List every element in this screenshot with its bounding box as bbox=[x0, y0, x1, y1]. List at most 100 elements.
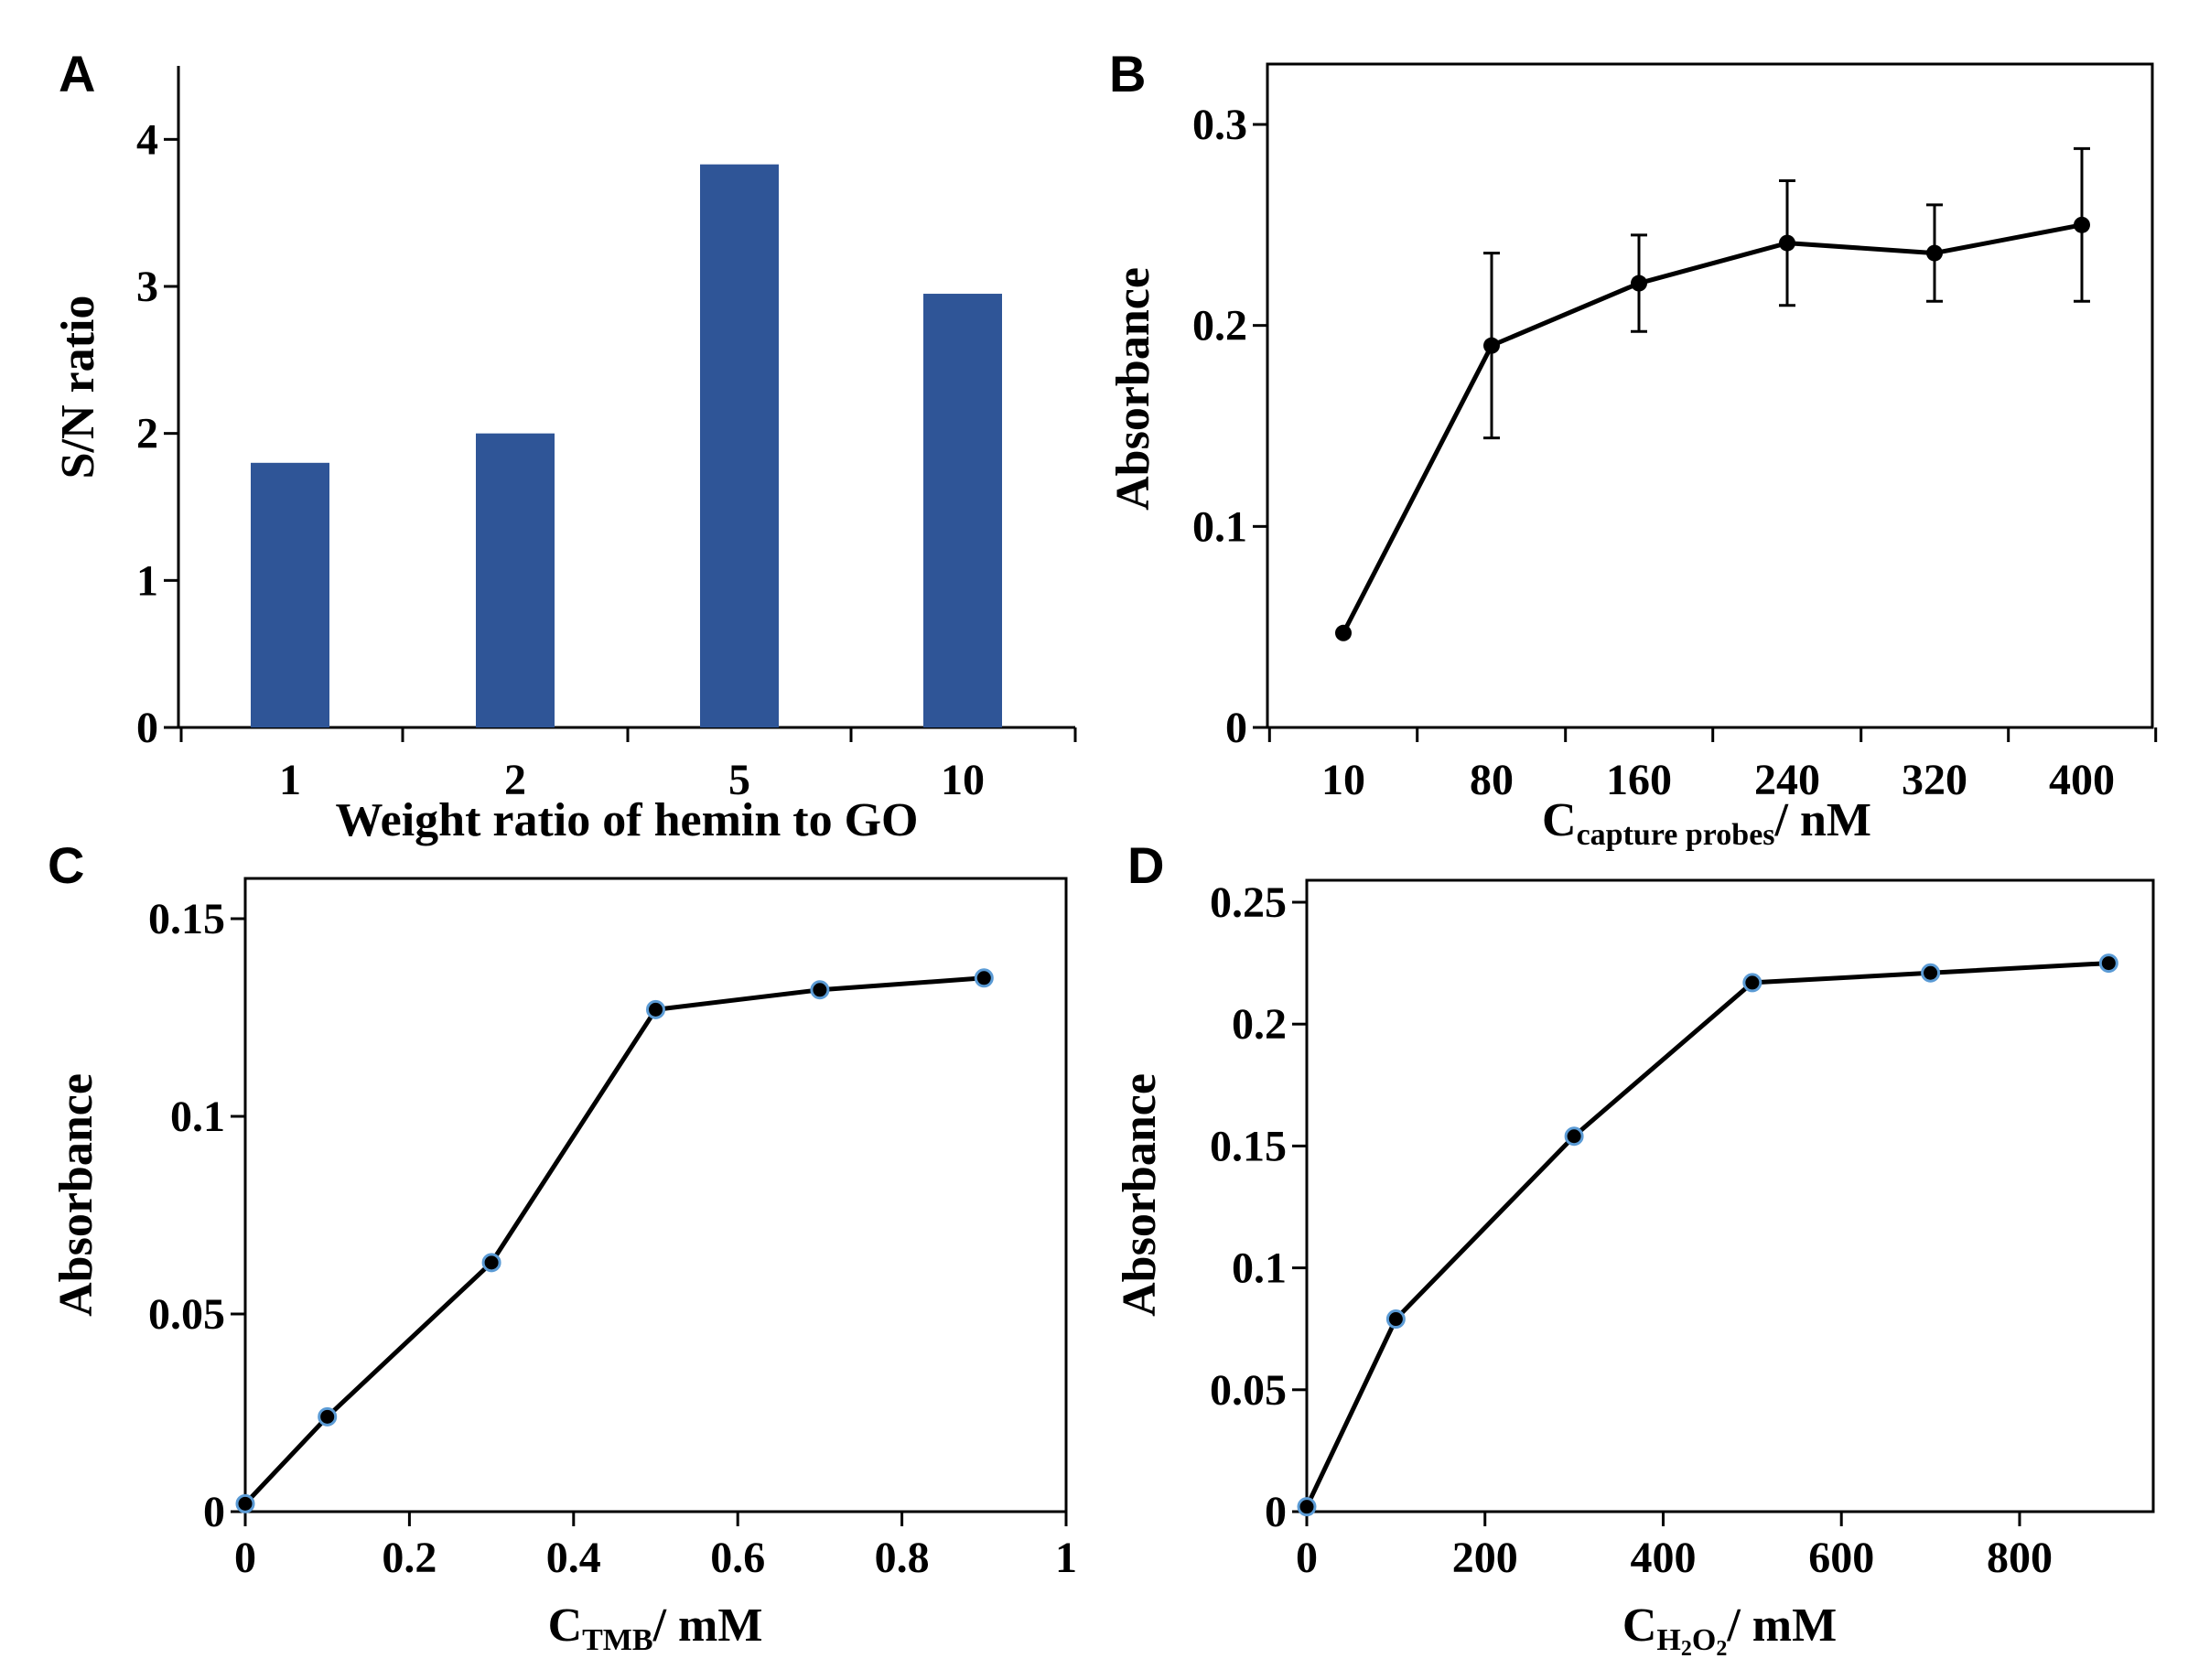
panel-c-x-title-rest: / mM bbox=[652, 1599, 763, 1652]
panel-a-x-title: Weight ratio of hemin to GO bbox=[336, 794, 919, 846]
panel-b-point bbox=[1335, 624, 1352, 641]
panel-a-x-tick-label: 2 bbox=[504, 756, 526, 804]
panel-b-point bbox=[1631, 275, 1647, 292]
panel-a-y-tick-label: 1 bbox=[136, 556, 158, 605]
panel-b-x-title-main: C bbox=[1542, 794, 1577, 846]
panel-c-x-ticks: 0 0.2 0.4 0.6 0.8 1 bbox=[234, 1512, 1077, 1582]
panel-b-point bbox=[1779, 234, 1795, 252]
panel-d-y-ticks: 0 0.05 0.1 0.15 0.2 0.25 bbox=[1210, 878, 1307, 1536]
panel-d-frame bbox=[1305, 878, 2155, 1513]
panel-a-x-tick-label: 1 bbox=[279, 756, 301, 804]
panel-c-x-tick-label: 1 bbox=[1055, 1534, 1077, 1582]
panel-d-y-tick-label: 0.15 bbox=[1210, 1122, 1287, 1170]
panel-d-x-title-sub-h: H bbox=[1656, 1623, 1680, 1657]
panel-d-x-ticks: 0 200 400 600 800 bbox=[1296, 1512, 2053, 1582]
panel-b-y-ticks: 0 0.1 0.2 0.3 bbox=[1192, 101, 1267, 752]
panel-b-x-tick-label: 160 bbox=[1606, 756, 1672, 804]
panel-d-x-tick-label: 0 bbox=[1296, 1534, 1318, 1582]
panel-a-y-tick-label: 4 bbox=[136, 115, 158, 164]
panel-b-y-tick-label: 0.1 bbox=[1192, 502, 1247, 551]
panel-b: B 0 0.1 0.2 0.3 10 80 160 240 320 400 Ccapture p… bbox=[1107, 45, 2158, 852]
panel-a-x-tick-label: 10 bbox=[941, 756, 985, 804]
panel-b-x-tick-label: 10 bbox=[1321, 756, 1365, 804]
panel-d-series bbox=[1297, 953, 2118, 1517]
panel-d-x-title-sub-o: O bbox=[1692, 1623, 1716, 1657]
panel-d-x-tick-label: 400 bbox=[1630, 1534, 1696, 1582]
panel-c-series bbox=[235, 968, 994, 1513]
panel-b-x-tick-label: 400 bbox=[2049, 756, 2115, 804]
panel-a-bar bbox=[700, 164, 779, 727]
panel-d-x-title-main: C bbox=[1622, 1599, 1657, 1652]
panel-c-point bbox=[235, 1493, 255, 1513]
panel-d-point bbox=[1385, 1309, 1406, 1330]
panel-a: A 0 1 2 3 4 1 2 5 10 Weight ratio of hemin to G… bbox=[52, 45, 1077, 846]
panel-d-y-tick-label: 0 bbox=[1265, 1488, 1287, 1536]
panel-d-y-title: Absorbance bbox=[1114, 1073, 1166, 1317]
panel-d-y-tick-label: 0.2 bbox=[1232, 1000, 1287, 1049]
panel-c-x-tick-label: 0.6 bbox=[710, 1534, 765, 1582]
panel-d-x-tick-label: 200 bbox=[1452, 1534, 1518, 1582]
panel-d-line bbox=[1304, 961, 2109, 1508]
panel-b-line bbox=[1341, 222, 2083, 634]
panel-c: C 00.050.10.15 0 0.2 0.4 0.6 0.8 1 CTMB/ mM A… bbox=[48, 836, 1077, 1657]
panel-c-frame bbox=[243, 877, 1068, 1513]
panel-c-point bbox=[481, 1253, 501, 1273]
panel-d-y-tick-label: 0.1 bbox=[1232, 1244, 1287, 1293]
panel-b-x-title: Ccapture probes/ nM bbox=[1542, 794, 1871, 852]
panel-b-x-ticks: 10 80 160 240 320 400 bbox=[1267, 727, 2158, 804]
panel-c-x-tick-label: 0 bbox=[234, 1534, 256, 1582]
panel-d-point bbox=[1742, 973, 1762, 993]
panel-b-point bbox=[1926, 244, 1943, 262]
panel-d-x-title: CH2O2/ mM bbox=[1622, 1599, 1837, 1661]
panel-b-letter: B bbox=[1109, 45, 1146, 102]
panel-d-x-title-sub-2a: 2 bbox=[1681, 1637, 1692, 1661]
panel-b-series bbox=[1335, 216, 2090, 641]
panel-c-y-tick-label: 0.15 bbox=[148, 895, 225, 943]
panel-a-bar bbox=[476, 433, 555, 727]
panel-d-x-tick-label: 800 bbox=[1987, 1534, 2053, 1582]
panel-b-y-tick-label: 0.2 bbox=[1192, 302, 1247, 350]
panel-d-x-title-rest: / mM bbox=[1726, 1599, 1837, 1652]
panel-c-point bbox=[318, 1406, 338, 1427]
panel-b-y-tick-label: 0.3 bbox=[1192, 101, 1247, 149]
panel-c-y-tick-label: 0 bbox=[203, 1488, 225, 1536]
panel-b-x-tick-label: 240 bbox=[1754, 756, 1820, 804]
panel-b-x-title-rest: / nM bbox=[1774, 794, 1871, 846]
panel-a-x-tick-label: 5 bbox=[728, 756, 750, 804]
panel-b-y-tick-label: 0 bbox=[1225, 704, 1247, 752]
panel-c-x-title-sub: TMB bbox=[582, 1623, 652, 1657]
panel-a-y-tick-label: 3 bbox=[136, 263, 158, 311]
panel-b-point bbox=[2074, 216, 2090, 233]
panel-a-y-tick-label: 2 bbox=[136, 410, 158, 458]
panel-b-x-tick-label: 320 bbox=[1902, 756, 1967, 804]
panel-d-point bbox=[2098, 953, 2118, 974]
panel-c-point bbox=[974, 968, 994, 988]
panel-a-x-ticks: 1 2 5 10 bbox=[179, 727, 1077, 804]
panel-c-x-tick-label: 0.4 bbox=[546, 1534, 601, 1582]
panel-c-point bbox=[810, 980, 830, 1000]
panel-d-point bbox=[1921, 963, 1941, 983]
panel-d-letter: D bbox=[1127, 836, 1164, 894]
panel-b-y-title: Absorbance bbox=[1107, 267, 1159, 511]
panel-a-bar bbox=[251, 462, 329, 727]
panel-a-y-ticks: 0 1 2 3 4 bbox=[136, 115, 178, 752]
panel-a-y-title: S/N ratio bbox=[52, 296, 104, 479]
panel-b-x-tick-label: 80 bbox=[1470, 756, 1514, 804]
panel-d-x-tick-label: 600 bbox=[1808, 1534, 1874, 1582]
panel-c-letter: C bbox=[48, 836, 84, 894]
panel-c-x-title-main: C bbox=[548, 1599, 583, 1652]
panel-c-x-title: CTMB/ mM bbox=[548, 1599, 763, 1657]
panel-a-y-tick-label: 0 bbox=[136, 704, 158, 752]
panel-d-point bbox=[1297, 1497, 1317, 1517]
panel-c-y-title: Absorbance bbox=[50, 1073, 102, 1317]
panel-d: D 00.050.10.150.20.25 0 200 400 600 800 CH2O… bbox=[1114, 836, 2155, 1661]
panel-c-line bbox=[243, 975, 985, 1506]
panel-a-bars bbox=[251, 164, 1002, 727]
panel-b-frame bbox=[1266, 62, 2154, 729]
panel-c-x-tick-label: 0.8 bbox=[875, 1534, 930, 1582]
panel-d-y-tick-label: 0.25 bbox=[1210, 878, 1287, 927]
panel-d-point bbox=[1564, 1126, 1584, 1147]
panel-a-bar bbox=[923, 294, 1002, 727]
panel-c-x-tick-label: 0.2 bbox=[382, 1534, 437, 1582]
